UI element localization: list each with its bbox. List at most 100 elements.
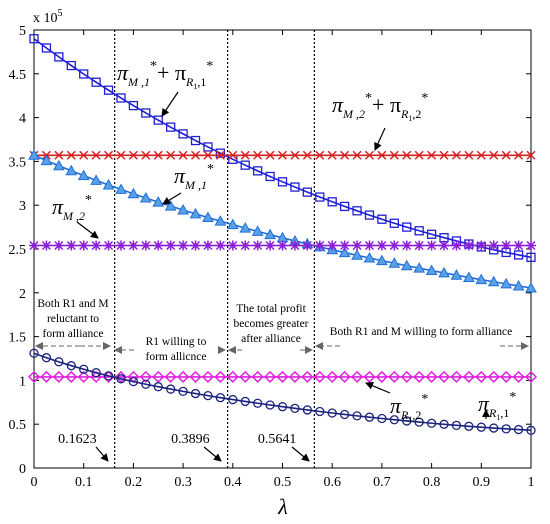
series-point — [526, 425, 536, 435]
series-point — [128, 150, 138, 160]
series-point — [377, 413, 387, 424]
series-point — [513, 250, 524, 260]
series-point — [214, 370, 227, 383]
series-point — [116, 150, 126, 160]
series-point — [413, 262, 426, 273]
series-point — [252, 240, 263, 251]
series-point — [79, 150, 89, 160]
series-point — [526, 252, 536, 262]
series-point — [66, 150, 76, 160]
series-point — [414, 417, 424, 427]
series-point — [426, 229, 437, 239]
series-point — [451, 240, 462, 251]
series-point — [439, 419, 449, 429]
series-point — [425, 370, 438, 383]
x-tick-label: 0.6 — [323, 475, 341, 490]
series-point — [302, 150, 312, 160]
series-point — [413, 370, 426, 383]
y-tick-label: 3 — [19, 199, 26, 214]
x-tick-label: 1 — [528, 475, 535, 490]
series-point — [164, 200, 177, 211]
series-point — [53, 159, 65, 171]
series-point — [265, 240, 276, 251]
series-point — [526, 150, 536, 160]
series-point — [500, 370, 513, 383]
series-point — [189, 207, 202, 219]
series-point — [501, 424, 511, 434]
series-point — [115, 183, 127, 194]
series-point — [41, 353, 52, 363]
series-point — [414, 226, 424, 236]
series-point — [400, 259, 413, 271]
series-point — [103, 240, 114, 251]
label-pr1: πR1,1* — [478, 390, 516, 422]
series-point — [78, 240, 89, 251]
series-point — [290, 403, 300, 413]
curve-labels: πM ,1*+ πR1,1* πM ,2*+ πR1,2* πM ,1* πM … — [52, 59, 516, 424]
series-point — [91, 150, 101, 160]
series-point — [327, 197, 337, 207]
series-point — [451, 420, 462, 430]
arrow-vline2 — [203, 446, 222, 462]
region3-line3: after alliance — [241, 333, 301, 345]
x-tick-label: 0.4 — [224, 475, 242, 490]
series-point — [513, 240, 524, 251]
series-point — [177, 370, 190, 383]
region2-line2: form allicnce — [146, 351, 207, 363]
series-point — [153, 150, 163, 160]
series-point — [476, 240, 487, 251]
series-point — [140, 240, 151, 251]
series-point — [104, 150, 114, 160]
series-point — [352, 240, 363, 251]
series-point — [239, 222, 252, 233]
series-point — [128, 376, 139, 387]
series-point — [240, 240, 251, 251]
series-point — [327, 408, 337, 418]
label-pr2: πR1,2* — [390, 392, 428, 424]
series-point — [253, 150, 263, 160]
series-point — [402, 150, 412, 160]
region3-line1: The total profit — [236, 303, 306, 315]
series-point — [166, 122, 176, 132]
series-point — [487, 370, 500, 383]
series-point — [524, 370, 538, 383]
series-point — [190, 240, 201, 251]
y-tick-label: 4 — [19, 112, 26, 127]
series-point — [512, 279, 525, 291]
series-point — [352, 411, 362, 421]
series-point — [339, 409, 350, 420]
series-point — [340, 150, 350, 160]
series-point — [290, 150, 300, 160]
series-point — [315, 192, 325, 202]
series-point — [115, 240, 126, 251]
series-point — [203, 390, 213, 401]
series-point — [165, 240, 176, 251]
series-point — [489, 150, 499, 160]
series-point — [450, 370, 463, 383]
series-point — [402, 416, 412, 426]
series-point — [352, 206, 362, 216]
series-point — [91, 240, 102, 251]
series-point — [178, 129, 188, 139]
x-tick-label: 0 — [31, 475, 38, 490]
series-point — [376, 240, 387, 251]
series-point — [66, 240, 77, 251]
series-point — [364, 150, 375, 160]
series-point — [54, 150, 64, 160]
series-point — [40, 370, 53, 383]
series-point — [251, 225, 264, 236]
series-point — [41, 43, 52, 53]
series-point — [139, 191, 152, 203]
series-point — [178, 240, 189, 251]
series-point — [152, 370, 165, 383]
series-point — [277, 240, 288, 251]
arrow-total2 — [374, 127, 386, 151]
region3-line2: becomes greater — [233, 318, 308, 330]
y-tick-label: 5 — [19, 24, 26, 39]
series-point — [77, 169, 90, 181]
series-point — [29, 34, 39, 44]
label-total1: πM ,1*+ πR1,1* — [117, 59, 213, 91]
region-arrows — [35, 342, 529, 354]
region4-line1: Both R1 and M willing to form alliance — [330, 326, 512, 338]
